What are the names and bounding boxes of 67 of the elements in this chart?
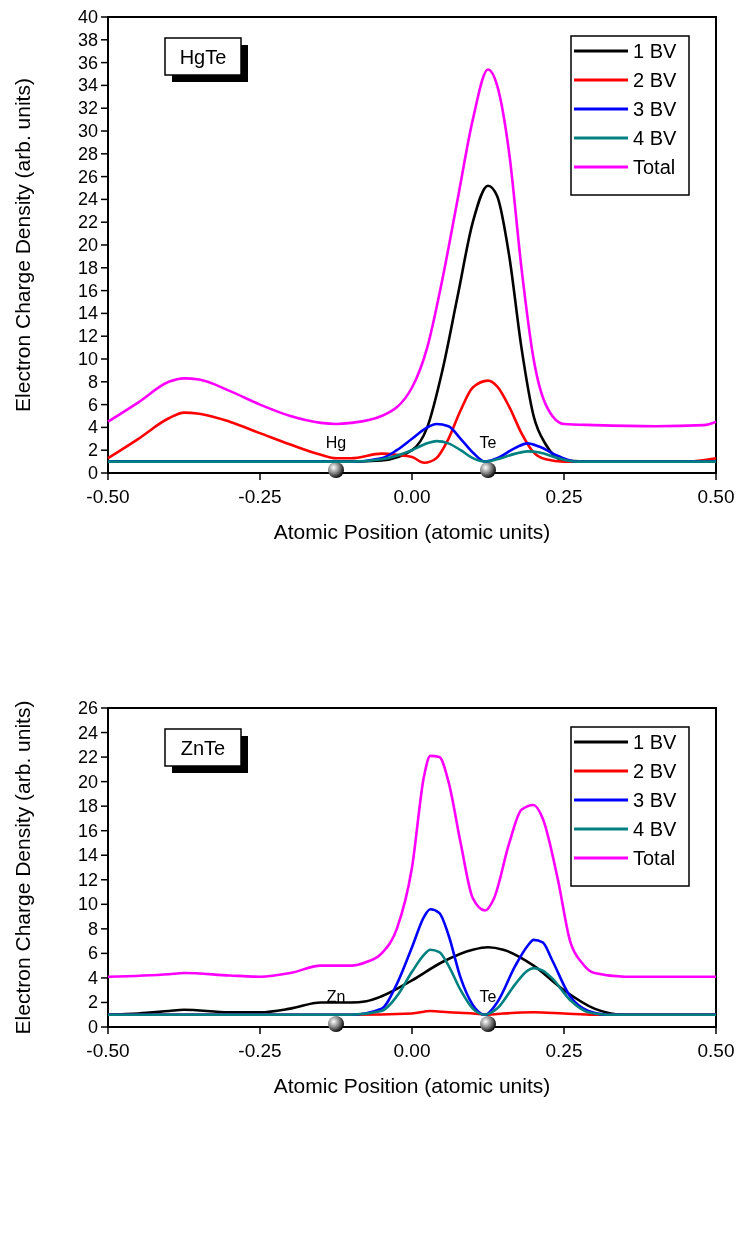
y-tick-label: 36 [77, 52, 98, 73]
legend-label: 3 BV [633, 98, 678, 120]
y-tick-label: 16 [77, 280, 98, 301]
y-tick-label: 12 [77, 869, 98, 890]
y-tick-label: 38 [77, 29, 98, 50]
y-tick-label: 20 [77, 235, 98, 255]
annotation: Hg [325, 434, 347, 451]
y-tick-label: 0 [87, 463, 98, 483]
x-axis-title: Atomic Position (atomic units) [273, 520, 551, 543]
line-series [106, 754, 718, 978]
y-tick-label: 28 [77, 143, 98, 164]
line-series [106, 68, 718, 428]
legend-label: 4 BV [633, 127, 678, 149]
annotation: ZnTe [180, 737, 226, 759]
y-tick-label: 26 [77, 166, 98, 187]
y-tick-label: 0 [87, 1017, 98, 1037]
y-tick-label: 22 [77, 747, 98, 768]
y-tick-label: 12 [77, 326, 98, 347]
y-axis-title: Electron Charge Density (arb. units) [11, 700, 34, 1035]
x-tick-label: 0.25 [545, 1040, 583, 1061]
x-tick-label: 0.00 [393, 1040, 431, 1061]
annotation: Zn [326, 988, 346, 1005]
y-tick-label: 32 [77, 98, 98, 119]
y-tick-label: 14 [77, 845, 98, 866]
legend-label: 3 BV [633, 789, 678, 811]
y-tick-label: 4 [87, 967, 98, 988]
y-tick-label: 4 [87, 417, 98, 438]
legend-label: 2 BV [633, 760, 678, 782]
legend-label: Total [633, 156, 676, 178]
legend-label: Total [633, 847, 676, 869]
y-tick-label: 34 [77, 75, 98, 96]
y-tick-label: 6 [87, 943, 98, 964]
y-tick-label: 10 [77, 349, 98, 369]
y-axis-title: Electron Charge Density (arb. units) [11, 78, 34, 412]
x-tick-label: -0.50 [86, 486, 130, 507]
legend-label: 2 BV [633, 69, 678, 91]
y-tick-label: 24 [77, 722, 98, 743]
x-axis-title: Atomic Position (atomic units) [273, 1074, 551, 1097]
x-tick-label: -0.25 [238, 1040, 282, 1061]
y-tick-label: 24 [77, 189, 98, 210]
y-tick-label: 22 [77, 212, 98, 233]
annotation: HgTe [179, 46, 227, 68]
legend-label: 1 BV [633, 40, 678, 62]
y-tick-label: 26 [77, 698, 98, 718]
x-tick-label: 0.50 [697, 1040, 735, 1061]
y-tick-label: 20 [77, 771, 98, 792]
y-tick-label: 40 [77, 7, 98, 27]
legend-label: 1 BV [633, 731, 678, 753]
y-tick-label: 16 [77, 820, 98, 841]
annotation: Te [479, 434, 497, 451]
y-tick-label: 2 [87, 992, 98, 1013]
y-tick-label: 6 [87, 394, 98, 415]
x-tick-label: -0.50 [86, 1040, 130, 1061]
legend-label: 4 BV [633, 818, 678, 840]
x-tick-label: 0.50 [697, 486, 735, 507]
x-tick-label: 0.25 [545, 486, 583, 507]
annotation: Te [479, 988, 497, 1005]
y-tick-label: 8 [87, 918, 98, 939]
x-tick-label: 0.00 [393, 486, 431, 507]
y-tick-label: 30 [77, 121, 98, 141]
y-tick-label: 14 [77, 303, 98, 324]
y-tick-label: 18 [77, 796, 98, 817]
y-tick-label: 10 [77, 894, 98, 915]
x-tick-label: -0.25 [238, 486, 282, 507]
y-tick-label: 18 [77, 257, 98, 278]
y-tick-label: 2 [87, 440, 98, 461]
y-tick-label: 8 [87, 371, 98, 392]
